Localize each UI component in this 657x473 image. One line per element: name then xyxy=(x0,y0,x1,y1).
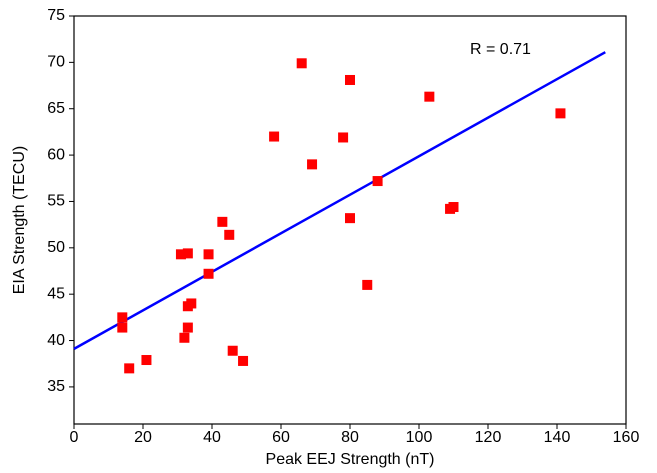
y-axis-title: EIA Strength (TECU) xyxy=(11,146,28,295)
point xyxy=(238,355,249,366)
point xyxy=(227,345,238,356)
point xyxy=(307,159,318,170)
y-tick-label: 45 xyxy=(47,285,65,302)
point xyxy=(217,216,228,227)
x-tick-label: 140 xyxy=(544,429,571,446)
point xyxy=(424,91,435,102)
point xyxy=(338,132,349,143)
point xyxy=(182,322,193,333)
y-tick-label: 55 xyxy=(47,193,65,210)
point xyxy=(117,322,128,333)
point xyxy=(182,248,193,259)
point xyxy=(203,268,214,279)
point xyxy=(141,355,152,366)
annotation: R = 0.71 xyxy=(470,41,531,58)
x-tick-label: 160 xyxy=(613,429,640,446)
point xyxy=(345,74,355,85)
point xyxy=(448,202,459,213)
point xyxy=(555,108,566,119)
x-tick-label: 80 xyxy=(341,429,359,446)
y-tick-label: 50 xyxy=(47,239,65,256)
y-tick-label: 40 xyxy=(47,332,65,349)
y-tick-label: 35 xyxy=(47,378,65,395)
point xyxy=(186,298,197,309)
x-tick-label: 120 xyxy=(475,429,502,446)
x-tick-label: 40 xyxy=(203,429,221,446)
point xyxy=(224,229,235,240)
point xyxy=(124,363,135,374)
fit-line xyxy=(73,51,606,350)
point xyxy=(175,249,186,260)
x-axis-title: Peak EEJ Strength (nT) xyxy=(266,451,435,468)
point xyxy=(362,279,373,290)
x-tick-label: 20 xyxy=(134,429,152,446)
point xyxy=(203,249,214,260)
x-tick-label: 0 xyxy=(70,429,79,446)
x-tick-label: 100 xyxy=(406,429,433,446)
point xyxy=(179,332,190,343)
point xyxy=(269,131,280,142)
point xyxy=(345,213,355,224)
point xyxy=(372,176,383,187)
point xyxy=(117,312,128,323)
y-tick-label: 70 xyxy=(47,54,65,71)
point xyxy=(296,58,307,69)
y-tick-label: 75 xyxy=(47,7,65,24)
y-tick-label: 65 xyxy=(47,100,65,117)
y-tick-label: 60 xyxy=(47,146,65,163)
x-tick-label: 60 xyxy=(272,429,290,446)
